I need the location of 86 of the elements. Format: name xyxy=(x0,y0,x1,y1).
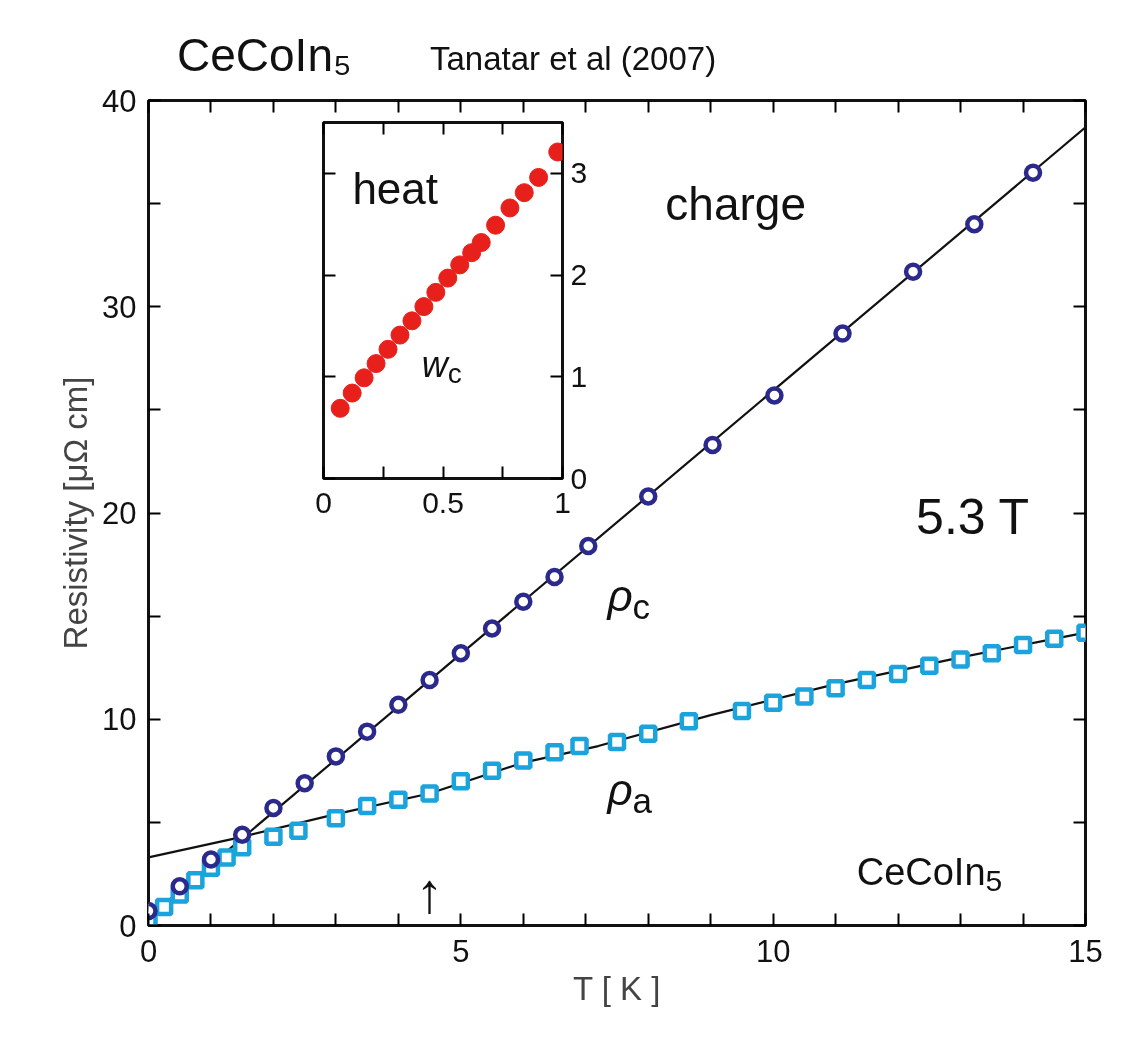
y-tick-label: 3 xyxy=(570,156,588,190)
annotation: ↑ xyxy=(415,861,444,924)
y-tick-label: 0 xyxy=(570,461,588,495)
x-axis-title: T [ K ] xyxy=(572,969,661,1007)
point xyxy=(638,724,658,743)
point xyxy=(354,368,374,388)
y-tick-label: 20 xyxy=(102,496,137,531)
point xyxy=(326,747,346,766)
point xyxy=(920,656,939,675)
point xyxy=(451,771,471,791)
y-tick-label: 30 xyxy=(102,289,137,325)
annotation: 5.3 T xyxy=(916,489,1030,546)
point xyxy=(217,848,236,867)
annotation: heat xyxy=(352,164,439,214)
point xyxy=(389,695,408,715)
x-tick-label: 15 xyxy=(1068,933,1103,969)
point xyxy=(390,325,410,345)
point xyxy=(201,850,221,869)
point xyxy=(500,198,520,218)
point xyxy=(366,354,386,374)
point xyxy=(357,796,377,816)
y-tick-label: 2 xyxy=(570,258,588,292)
point xyxy=(186,870,205,890)
point xyxy=(514,751,533,770)
x-tick-label: 0.5 xyxy=(422,485,464,519)
point xyxy=(1045,629,1064,649)
point xyxy=(420,670,439,690)
point xyxy=(482,619,502,638)
point xyxy=(679,712,699,731)
point xyxy=(232,825,252,844)
point xyxy=(607,732,627,752)
annotation: charge xyxy=(665,177,807,230)
x-tick-label: 5 xyxy=(452,933,470,969)
point xyxy=(1013,635,1033,655)
point xyxy=(579,536,598,556)
point xyxy=(471,233,491,253)
point xyxy=(857,670,877,690)
point xyxy=(965,215,984,234)
y-tick-label: 1 xyxy=(570,359,588,393)
x-tick-label: 0 xyxy=(315,485,332,519)
point xyxy=(795,687,814,706)
point xyxy=(451,644,471,663)
point xyxy=(903,262,923,281)
point xyxy=(264,798,283,818)
point xyxy=(763,693,783,712)
y-axis-title: Resistivity [μΩ cm] xyxy=(57,376,95,650)
chart-title: CeCoIn₅ xyxy=(177,28,352,83)
point xyxy=(951,650,970,669)
point xyxy=(326,809,346,828)
point xyxy=(170,877,189,896)
point xyxy=(357,722,377,741)
point xyxy=(570,736,589,756)
point xyxy=(420,784,439,803)
point xyxy=(289,821,308,840)
point xyxy=(732,701,752,721)
point xyxy=(545,567,564,587)
y-tick-label: 40 xyxy=(102,83,137,119)
point xyxy=(982,644,1002,663)
point xyxy=(826,679,845,698)
point xyxy=(833,324,852,343)
point xyxy=(486,215,506,235)
point xyxy=(438,268,458,288)
point xyxy=(295,773,314,793)
y-tick-label: 0 xyxy=(119,908,137,944)
point xyxy=(414,297,434,317)
point xyxy=(482,761,502,781)
x-tick-label: 10 xyxy=(755,933,791,969)
point xyxy=(1023,163,1043,182)
y-tick-label: 10 xyxy=(102,702,137,738)
point xyxy=(342,383,362,403)
point xyxy=(426,282,446,302)
point xyxy=(378,339,398,359)
point xyxy=(264,827,283,847)
point xyxy=(450,255,470,275)
point xyxy=(529,167,549,187)
point xyxy=(389,790,408,809)
point xyxy=(888,664,908,684)
point xyxy=(514,183,534,203)
point xyxy=(330,398,350,418)
point xyxy=(514,592,533,611)
chart-subtitle: Tanatar et al (2007) xyxy=(430,39,717,79)
point xyxy=(765,386,784,405)
point xyxy=(402,311,422,331)
point xyxy=(638,487,658,506)
point xyxy=(545,743,564,762)
point xyxy=(703,435,722,455)
